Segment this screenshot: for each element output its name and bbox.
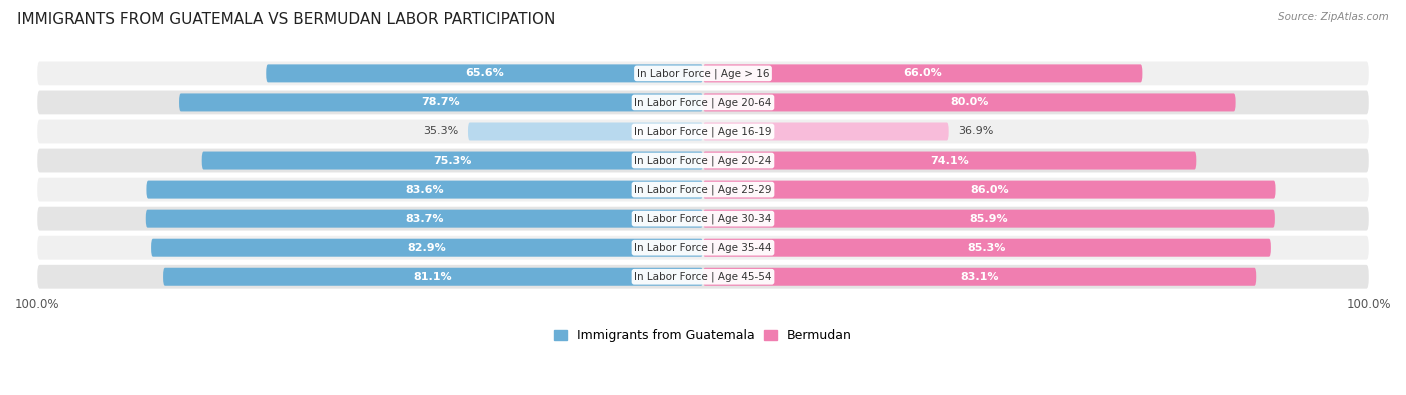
Text: 66.0%: 66.0%	[903, 68, 942, 78]
FancyBboxPatch shape	[37, 149, 1369, 173]
Text: In Labor Force | Age 35-44: In Labor Force | Age 35-44	[634, 243, 772, 253]
FancyBboxPatch shape	[37, 90, 1369, 114]
Text: 81.1%: 81.1%	[413, 272, 453, 282]
FancyBboxPatch shape	[468, 122, 703, 141]
Text: 35.3%: 35.3%	[423, 126, 458, 137]
FancyBboxPatch shape	[703, 64, 1143, 83]
Text: 74.1%: 74.1%	[931, 156, 969, 166]
FancyBboxPatch shape	[37, 207, 1369, 231]
Text: 83.7%: 83.7%	[405, 214, 444, 224]
FancyBboxPatch shape	[37, 265, 1369, 289]
Text: 85.9%: 85.9%	[970, 214, 1008, 224]
FancyBboxPatch shape	[37, 236, 1369, 260]
Text: 83.6%: 83.6%	[405, 184, 444, 195]
Text: In Labor Force | Age 20-24: In Labor Force | Age 20-24	[634, 155, 772, 166]
Text: In Labor Force | Age 30-34: In Labor Force | Age 30-34	[634, 213, 772, 224]
FancyBboxPatch shape	[703, 181, 1275, 199]
Text: 85.3%: 85.3%	[967, 243, 1007, 253]
FancyBboxPatch shape	[703, 268, 1256, 286]
Legend: Immigrants from Guatemala, Bermudan: Immigrants from Guatemala, Bermudan	[554, 329, 852, 342]
FancyBboxPatch shape	[266, 64, 703, 83]
FancyBboxPatch shape	[37, 178, 1369, 201]
Text: 86.0%: 86.0%	[970, 184, 1008, 195]
Text: 82.9%: 82.9%	[408, 243, 447, 253]
Text: In Labor Force | Age 20-64: In Labor Force | Age 20-64	[634, 97, 772, 108]
Text: 80.0%: 80.0%	[950, 98, 988, 107]
Text: In Labor Force | Age > 16: In Labor Force | Age > 16	[637, 68, 769, 79]
Text: 36.9%: 36.9%	[959, 126, 994, 137]
Text: Source: ZipAtlas.com: Source: ZipAtlas.com	[1278, 12, 1389, 22]
Text: 65.6%: 65.6%	[465, 68, 503, 78]
FancyBboxPatch shape	[150, 239, 703, 257]
FancyBboxPatch shape	[703, 122, 949, 141]
FancyBboxPatch shape	[37, 120, 1369, 143]
Text: 75.3%: 75.3%	[433, 156, 471, 166]
FancyBboxPatch shape	[703, 152, 1197, 169]
FancyBboxPatch shape	[703, 94, 1236, 111]
Text: IMMIGRANTS FROM GUATEMALA VS BERMUDAN LABOR PARTICIPATION: IMMIGRANTS FROM GUATEMALA VS BERMUDAN LA…	[17, 12, 555, 27]
FancyBboxPatch shape	[37, 62, 1369, 85]
FancyBboxPatch shape	[163, 268, 703, 286]
Text: 83.1%: 83.1%	[960, 272, 998, 282]
FancyBboxPatch shape	[146, 210, 703, 228]
FancyBboxPatch shape	[146, 181, 703, 199]
Text: 78.7%: 78.7%	[422, 98, 460, 107]
Text: In Labor Force | Age 45-54: In Labor Force | Age 45-54	[634, 271, 772, 282]
FancyBboxPatch shape	[703, 210, 1275, 228]
FancyBboxPatch shape	[201, 152, 703, 169]
Text: In Labor Force | Age 25-29: In Labor Force | Age 25-29	[634, 184, 772, 195]
Text: In Labor Force | Age 16-19: In Labor Force | Age 16-19	[634, 126, 772, 137]
FancyBboxPatch shape	[179, 94, 703, 111]
FancyBboxPatch shape	[703, 239, 1271, 257]
